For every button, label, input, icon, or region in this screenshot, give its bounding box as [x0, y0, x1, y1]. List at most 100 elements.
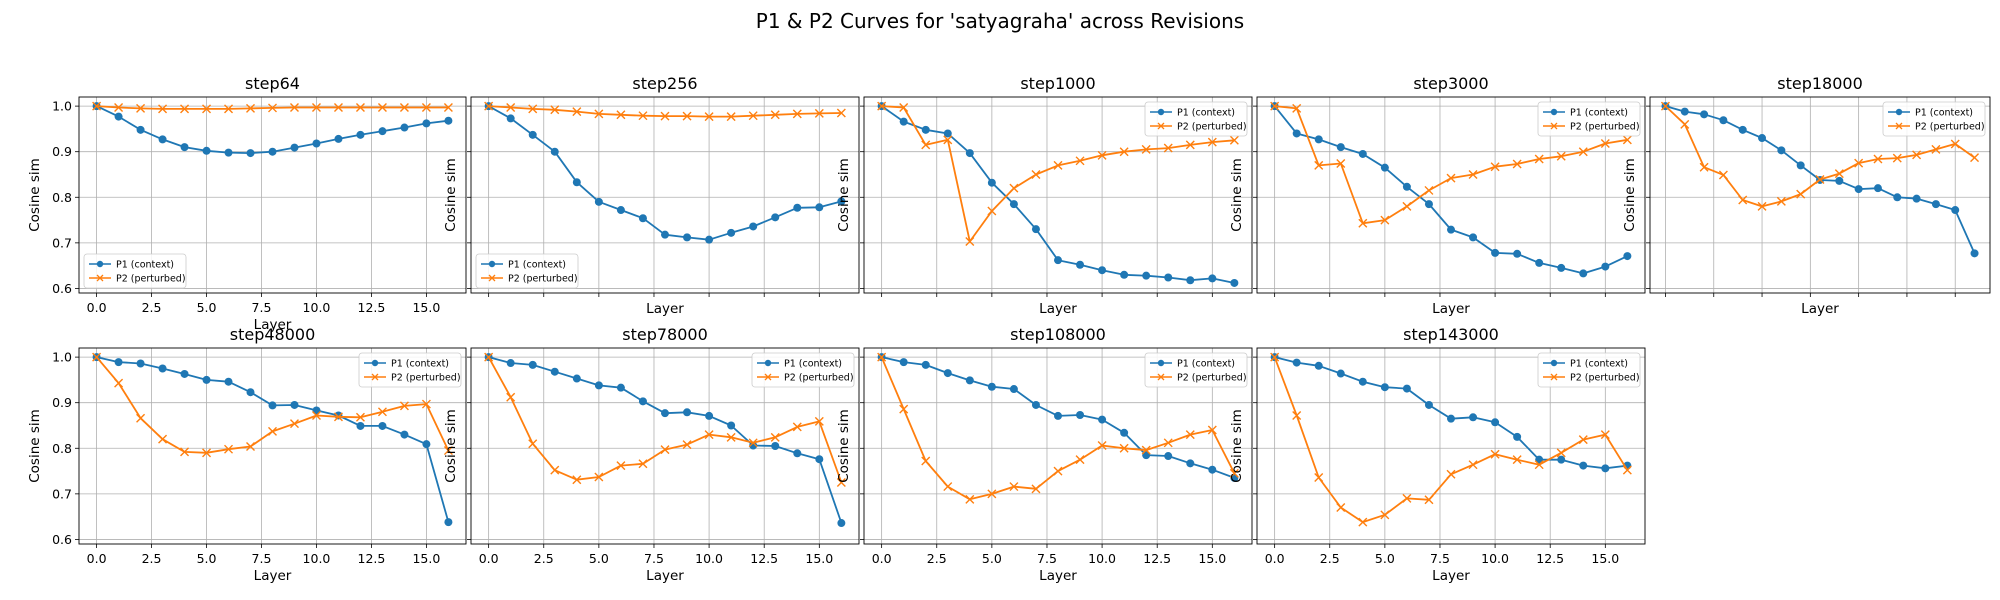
- chart-6-s0-point-14: [793, 449, 802, 458]
- chart-8-s1-point-5: [1380, 510, 1390, 520]
- chart-1-s1-point-12: [748, 111, 758, 121]
- chart-4-s1-point-16: [1970, 153, 1980, 163]
- chart-2: Layer Cosine sim step1000 P1 (context) P2 (p…: [836, 74, 1253, 317]
- chart-4-s1-point-7: [1796, 189, 1806, 199]
- chart-2-s0-point-11: [1120, 270, 1129, 279]
- chart-4-s0-point-1: [1680, 107, 1689, 116]
- chart-7-ylabel: Cosine sim: [836, 409, 852, 483]
- chart-0-s1-point-6: [224, 104, 234, 114]
- chart-8-s0-point-6: [1402, 384, 1411, 393]
- chart-1-s1-point-5: [594, 109, 604, 119]
- chart-5-s0-point-15: [422, 440, 431, 449]
- chart-6-s0-point-4: [572, 374, 581, 383]
- chart-2-s1-point-2: [921, 140, 931, 150]
- chart-7-legend-marker-0: [1157, 359, 1165, 367]
- chart-6-series-1: [484, 352, 846, 487]
- chart-3-legend-label-1: P2 (perturbed): [1570, 122, 1640, 133]
- chart-4-s0-point-4: [1738, 125, 1747, 134]
- chart-2-s0-point-4: [965, 149, 974, 158]
- chart-4-s0-point-16: [1970, 249, 1979, 258]
- chart-2-s0-point-1: [899, 117, 908, 126]
- chart-7-s0-point-2: [921, 360, 930, 369]
- chart-6-s1-point-3: [550, 465, 560, 475]
- chart-7-s0-point-10: [1098, 415, 1107, 424]
- chart-4-s1-point-2: [1699, 162, 1709, 172]
- chart-1-s1-point-1: [506, 102, 516, 112]
- chart-2-s1-point-10: [1097, 150, 1107, 160]
- chart-4: Layer Cosine sim step18000 P1 (context) P2 (…: [1622, 74, 1991, 317]
- chart-5-frame: [78, 347, 467, 545]
- chart-0-legend-box: [83, 253, 187, 289]
- chart-2-ylabel: Cosine sim: [836, 158, 852, 232]
- chart-3-grid: [1257, 97, 1645, 293]
- chart-6-xtick-label-6: 15.0: [805, 551, 833, 566]
- chart-6-legend: P1 (context) P2 (perturbed): [751, 352, 855, 388]
- chart-7-s0-point-12: [1142, 451, 1151, 460]
- chart-4-legend-marker-1: [1895, 122, 1903, 130]
- chart-8-grid: [1257, 348, 1645, 544]
- chart-7-xtick-label-5: 12.5: [1143, 551, 1171, 566]
- chart-1-s0-point-12: [749, 222, 758, 231]
- chart-0-ytick-label-2: 0.8: [52, 190, 72, 205]
- chart-5-legend-marker-0: [371, 359, 379, 367]
- chart-1-frame: [470, 96, 860, 294]
- chart-7-legend: P1 (context) P2 (perturbed): [1144, 352, 1248, 388]
- chart-6-s0-point-11: [727, 421, 736, 430]
- chart-3-legend-marker-0: [1550, 108, 1558, 116]
- chart-5-ytick-label-0: 0.6: [52, 532, 72, 547]
- chart-7-s0-point-8: [1054, 411, 1062, 420]
- chart-6-s0-point-3: [550, 367, 559, 376]
- chart-0-s0-point-1: [114, 112, 123, 121]
- chart-4-s0-point-12: [1893, 193, 1902, 202]
- chart-0-xtick-label-3: 7.5: [252, 300, 272, 315]
- chart-4-s1-point-9: [1834, 169, 1844, 179]
- chart-0-ylabel: Cosine sim: [27, 158, 43, 232]
- chart-2-legend-marker-0: [1157, 108, 1165, 116]
- chart-8-xtick-label-4: 10.0: [1481, 551, 1509, 566]
- chart-5-s1-point-9: [289, 419, 299, 429]
- chart-2-s0-point-6: [1009, 200, 1018, 209]
- chart-3-s0-point-3: [1336, 143, 1345, 152]
- chart-8-legend: P1 (context) P2 (perturbed): [1537, 352, 1641, 388]
- chart-0-s1-point-15: [421, 102, 431, 112]
- chart-6-s1-point-7: [638, 459, 648, 469]
- chart-5-s0-point-14: [400, 430, 409, 439]
- chart-8-s0-point-5: [1380, 383, 1389, 392]
- chart-3-s0-point-14: [1579, 269, 1588, 278]
- chart-7-s1-point-7: [1031, 484, 1041, 494]
- chart-7-legend-label-0: P1 (context): [1177, 359, 1235, 370]
- chart-4-s1-point-13: [1912, 150, 1922, 160]
- chart-7-s1-point-14: [1185, 430, 1195, 440]
- chart-1-s1-point-16: [836, 108, 846, 118]
- chart-6-s0-point-7: [638, 397, 647, 406]
- chart-2-s1-point-14: [1185, 140, 1195, 150]
- chart-2-s1-point-8: [1053, 160, 1063, 170]
- chart-0-s0-point-3: [158, 135, 167, 144]
- chart-1-series-0: [484, 102, 846, 244]
- chart-7-legend-marker-1: [1157, 373, 1165, 381]
- chart-0-xtick-label-6: 15.0: [412, 300, 440, 315]
- chart-2-legend-marker-1: [1157, 122, 1165, 130]
- chart-7-xtick-label-2: 5.0: [982, 551, 1002, 566]
- chart-5-series-0: [92, 353, 453, 527]
- chart-7-s0-point-4: [965, 376, 974, 385]
- chart-6-s1-point-10: [704, 430, 714, 440]
- chart-6-frame: [470, 347, 860, 545]
- chart-5-s1-point-5: [202, 448, 212, 458]
- chart-4-series-1: [1660, 101, 1980, 211]
- chart-0-s1-point-2: [136, 103, 146, 113]
- chart-6-s1-point-2: [528, 439, 538, 449]
- chart-5-s1-point-6: [224, 444, 234, 454]
- chart-5-s1-point-11: [333, 412, 343, 422]
- chart-8-legend-label-0: P1 (context): [1570, 359, 1628, 370]
- chart-8-legend-marker-1: [1550, 373, 1558, 381]
- chart-8-s0-point-10: [1491, 418, 1500, 427]
- chart-0-s1-point-12: [355, 102, 365, 112]
- chart-0-ytick-label-4: 1.0: [52, 99, 72, 114]
- chart-6-s1-point-1: [506, 392, 516, 402]
- chart-1-xlabel: Layer: [646, 301, 684, 317]
- chart-0-legend-label-1: P2 (perturbed): [116, 274, 186, 285]
- chart-6-s0-point-8: [661, 409, 669, 418]
- chart-2-s0-point-12: [1142, 271, 1151, 280]
- chart-7-s0-point-11: [1120, 428, 1129, 437]
